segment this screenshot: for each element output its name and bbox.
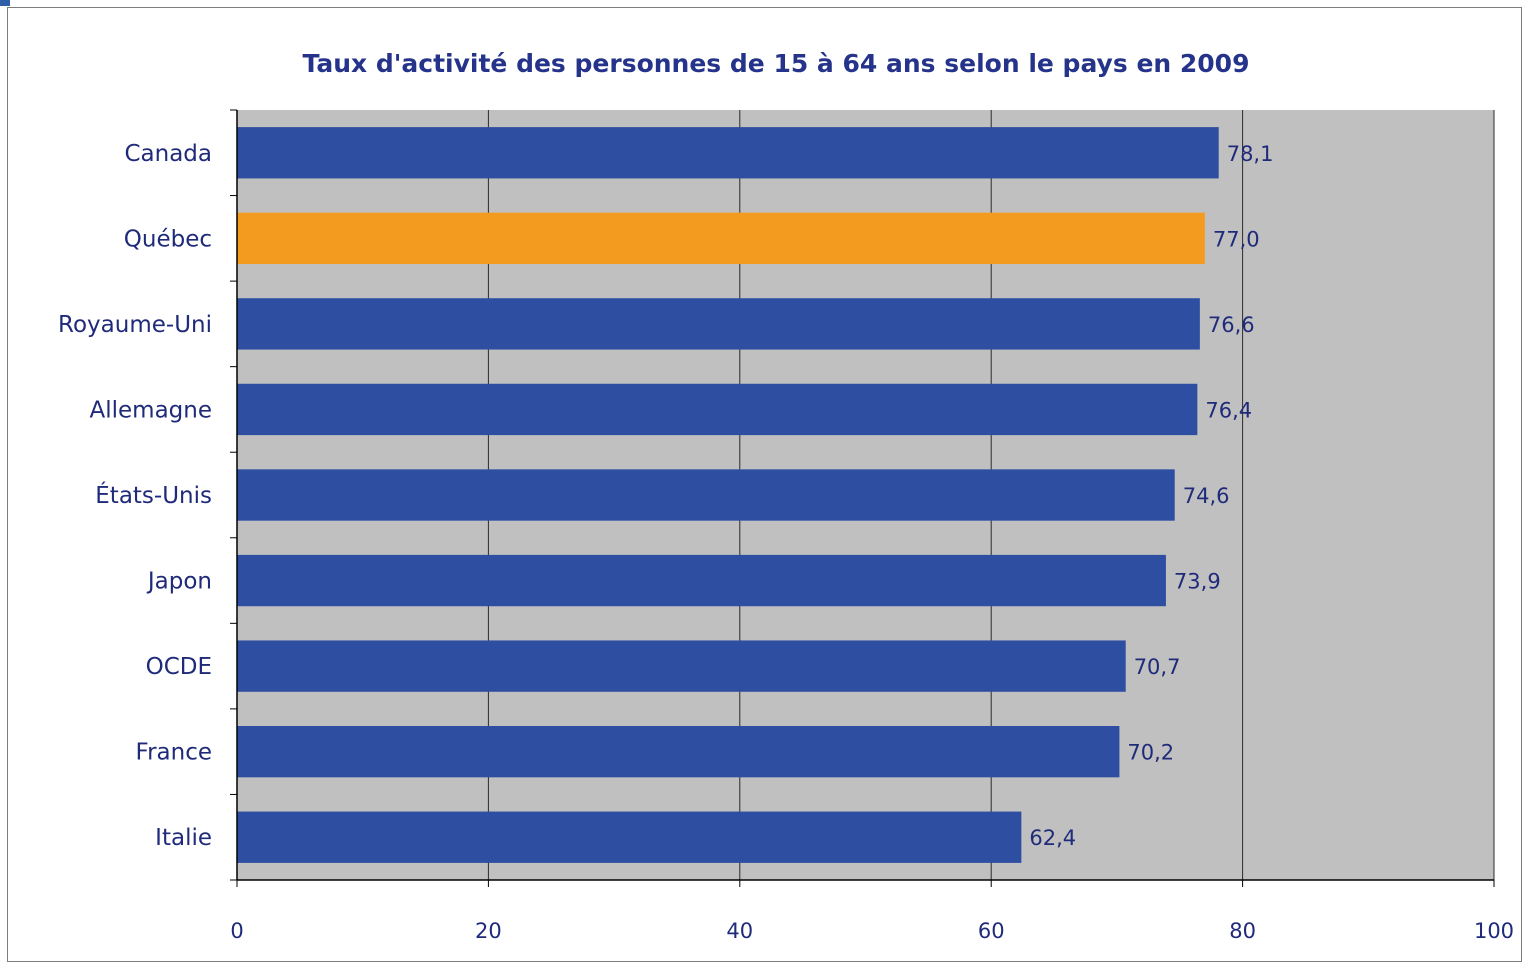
bar-6 (237, 640, 1126, 692)
value-label-3: 76,4 (1205, 398, 1252, 422)
bar-8 (237, 811, 1022, 863)
bar-2 (237, 298, 1200, 350)
bar-3 (237, 383, 1198, 436)
value-label-5: 73,9 (1174, 570, 1221, 594)
value-label-7: 70,2 (1127, 741, 1174, 765)
bar-1 (237, 212, 1205, 264)
x-tick-label-0: 0 (230, 919, 243, 943)
category-label-0: Canada (124, 141, 212, 167)
category-label-7: France (136, 740, 212, 766)
value-label-8: 62,4 (1029, 826, 1076, 850)
category-label-4: États-Unis (95, 481, 212, 509)
value-label-4: 74,6 (1183, 484, 1230, 508)
x-tick-label-40: 40 (726, 919, 753, 943)
x-tick-label-60: 60 (978, 919, 1005, 943)
value-label-0: 78,1 (1227, 142, 1274, 166)
category-label-2: Royaume-Uni (58, 312, 212, 338)
value-label-6: 70,7 (1134, 655, 1181, 679)
category-label-5: Japon (146, 569, 212, 595)
x-tick-label-80: 80 (1229, 919, 1256, 943)
bar-4 (237, 469, 1175, 521)
plot-area: Canada 78,1 Québec 77,0 Royaume-Uni 76,6 Allem… (58, 109, 1514, 943)
value-label-1: 77,0 (1213, 227, 1260, 251)
category-label-1: Québec (124, 226, 212, 252)
bar-5 (237, 554, 1166, 607)
x-tick-label-20: 20 (475, 919, 502, 943)
x-tick-label-100: 100 (1474, 919, 1514, 943)
category-label-3: Allemagne (90, 397, 213, 423)
bar-7 (237, 726, 1120, 778)
category-label-8: Italie (155, 825, 212, 851)
category-label-6: OCDE (146, 654, 212, 680)
bar-0 (237, 127, 1219, 179)
value-label-2: 76,6 (1208, 313, 1255, 337)
chart-title: Taux d'activité des personnes de 15 à 64… (303, 49, 1250, 78)
corner-mark (0, 0, 240, 6)
